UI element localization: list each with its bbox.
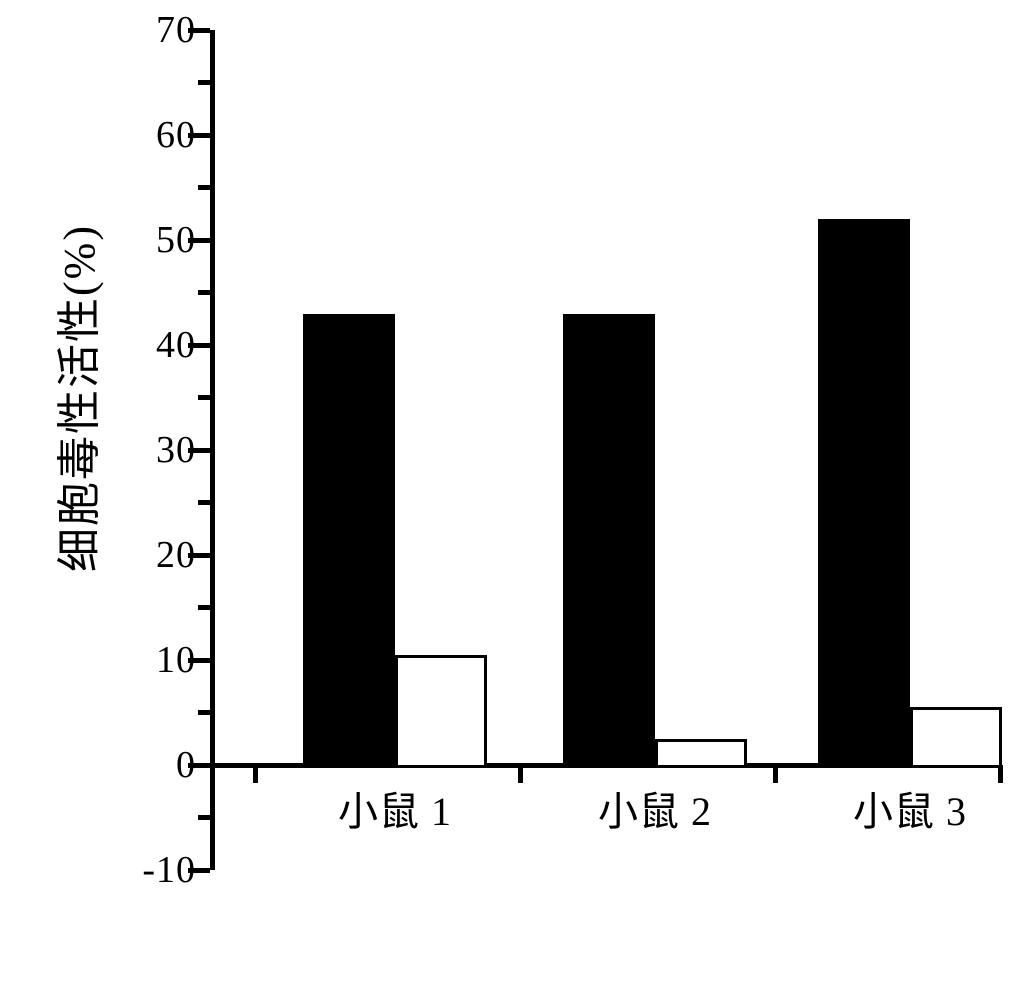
y-tick-label: 0 xyxy=(176,743,196,787)
x-category-label: 小鼠 3 xyxy=(853,779,967,837)
y-tick-label: 30 xyxy=(156,428,196,472)
y-minor-tick xyxy=(198,710,210,715)
y-axis-label: 细胞毒性活性(%) xyxy=(43,224,107,572)
y-minor-tick xyxy=(198,290,210,295)
x-category-label: 小鼠 2 xyxy=(598,779,712,837)
x-tick xyxy=(253,765,258,783)
y-tick-label: 60 xyxy=(156,113,196,157)
y-minor-tick xyxy=(198,80,210,85)
chart-container: -10 0 10 20 30 40 50 60 70 细胞毒性活性(%) 小鼠 1 小鼠 2 小鼠 3 xyxy=(0,0,1029,997)
bar xyxy=(818,219,910,765)
y-minor-tick xyxy=(198,500,210,505)
y-tick-label: 40 xyxy=(156,323,196,367)
y-axis xyxy=(210,30,215,870)
bar xyxy=(395,655,487,765)
y-tick-label: -10 xyxy=(142,848,196,892)
y-tick-label: 20 xyxy=(156,533,196,577)
bar xyxy=(303,314,395,766)
y-tick-label: 50 xyxy=(156,218,196,262)
x-tick xyxy=(773,765,778,783)
bar xyxy=(910,707,1002,765)
bar xyxy=(655,739,747,765)
x-tick xyxy=(998,765,1003,783)
plot-area: -10010203040506070细胞毒性活性(%)小鼠 1小鼠 2小鼠 3 xyxy=(210,30,1000,870)
y-minor-tick xyxy=(198,815,210,820)
x-category-label: 小鼠 1 xyxy=(338,779,452,837)
y-tick-label: 70 xyxy=(156,8,196,52)
y-tick-label: 10 xyxy=(156,638,196,682)
bar xyxy=(563,314,655,766)
x-tick xyxy=(518,765,523,783)
y-minor-tick xyxy=(198,605,210,610)
y-minor-tick xyxy=(198,395,210,400)
y-minor-tick xyxy=(198,185,210,190)
